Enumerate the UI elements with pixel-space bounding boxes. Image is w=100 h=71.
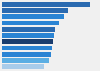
Bar [2, 14, 64, 19]
Bar [2, 2, 90, 7]
Bar [2, 27, 55, 32]
Bar [2, 8, 68, 13]
Bar [2, 46, 52, 50]
Bar [2, 52, 51, 57]
Bar [2, 58, 49, 63]
Bar [2, 64, 44, 69]
Bar [2, 39, 53, 44]
Bar [2, 33, 54, 38]
Bar [2, 21, 59, 25]
